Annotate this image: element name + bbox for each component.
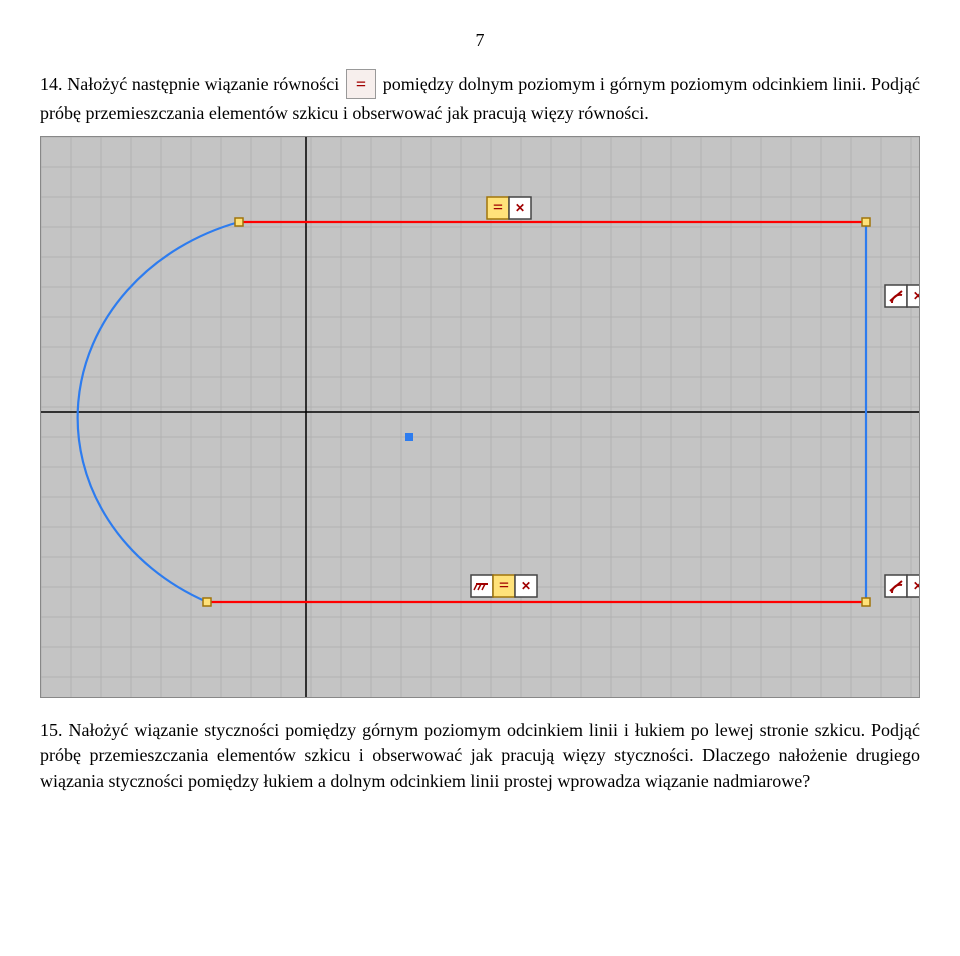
svg-text:✕: ✕	[913, 289, 920, 303]
endpoint[interactable]	[203, 598, 211, 606]
svg-text:=: =	[493, 197, 503, 217]
sketch-point[interactable]	[405, 433, 413, 441]
svg-text:✕: ✕	[913, 579, 920, 593]
page-number: 7	[40, 30, 920, 51]
paragraph-15: 15. Nałożyć wiązanie styczności pomiędzy…	[40, 718, 920, 794]
endpoint[interactable]	[235, 218, 243, 226]
fix-constraint-icon[interactable]	[471, 575, 493, 597]
svg-text:=: =	[499, 575, 509, 595]
sketch-canvas[interactable]: = ✕ = ✕ ✕ ✕	[40, 136, 918, 698]
paragraph-14: 14. Nałożyć następnie wiązanie równości …	[40, 71, 920, 126]
paragraph-14-text-a: Nałożyć następnie wiązanie równości	[67, 74, 344, 94]
paragraph-14-num: 14.	[40, 74, 63, 94]
svg-text:✕: ✕	[521, 579, 531, 593]
svg-text:=: =	[356, 74, 366, 94]
endpoint[interactable]	[862, 218, 870, 226]
paragraph-15-num: 15.	[40, 720, 63, 740]
endpoint[interactable]	[862, 598, 870, 606]
equal-constraint-icon: =	[346, 69, 376, 99]
svg-text:✕: ✕	[515, 201, 525, 215]
paragraph-15-text: Nałożyć wiązanie styczności pomiędzy gór…	[40, 720, 920, 790]
